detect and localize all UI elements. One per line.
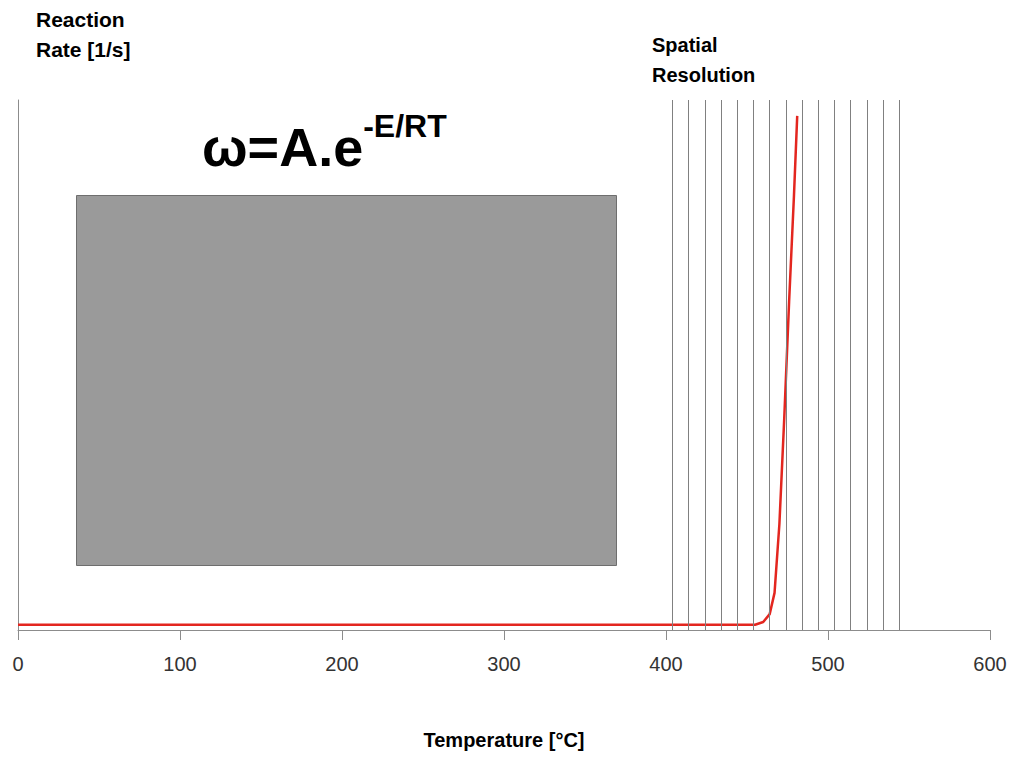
svg-text:Resolution: Resolution xyxy=(652,64,755,86)
svg-text:500: 500 xyxy=(811,653,844,675)
svg-text:-E/RT: -E/RT xyxy=(363,108,447,144)
svg-text:Rate [1/s]: Rate [1/s] xyxy=(36,38,131,61)
svg-text:Reaction: Reaction xyxy=(36,8,125,31)
svg-text:Temperature [°C]: Temperature [°C] xyxy=(424,729,585,751)
svg-text:300: 300 xyxy=(487,653,520,675)
svg-text:Spatial: Spatial xyxy=(652,34,718,56)
svg-text:600: 600 xyxy=(973,653,1006,675)
svg-text:0: 0 xyxy=(12,653,23,675)
svg-text:400: 400 xyxy=(649,653,682,675)
svg-text:ω=A.e: ω=A.e xyxy=(202,117,363,177)
svg-text:100: 100 xyxy=(163,653,196,675)
svg-text:200: 200 xyxy=(325,653,358,675)
